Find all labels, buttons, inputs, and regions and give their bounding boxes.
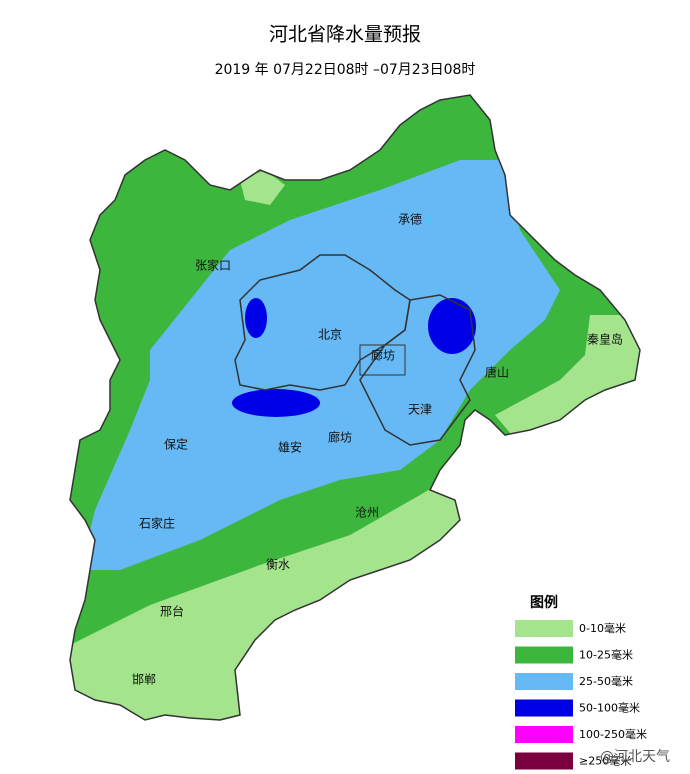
city-label: 石家庄 <box>139 516 175 531</box>
legend-label: 25-50毫米 <box>579 674 633 688</box>
city-label: 唐山 <box>485 365 509 380</box>
city-label: 邯郸 <box>132 672 156 687</box>
legend-swatch <box>515 620 573 637</box>
legend-swatch <box>515 646 573 664</box>
city-label: 邢台 <box>160 604 184 619</box>
area <box>240 170 285 205</box>
legend-swatch <box>515 699 573 717</box>
city-label: 秦皇岛 <box>587 332 623 347</box>
city-label: 衡水 <box>266 558 290 572</box>
city-label: 承德 <box>398 212 422 227</box>
city-label: 廊坊 <box>371 348 395 363</box>
subtitle: 2019 年 07月22日08时 –07月23日08时 <box>215 62 476 78</box>
legend-swatch <box>515 752 573 770</box>
langfang-box <box>359 344 406 376</box>
area <box>232 389 320 417</box>
watermark: @河北天气 <box>600 749 670 765</box>
city-label: 沧州 <box>355 505 379 520</box>
title: 河北省降水量预报 <box>269 24 421 46</box>
tianjin-outline <box>359 294 476 446</box>
legend-label: 100-250毫米 <box>579 727 647 741</box>
city-label: 天津 <box>408 403 432 417</box>
city-label: 张家口 <box>195 258 231 273</box>
legend-label: 0-10毫米 <box>579 621 626 635</box>
legend-swatch <box>515 726 573 743</box>
city-label: 保定 <box>164 437 188 452</box>
city-label: 北京 <box>318 328 342 342</box>
legend: 图例 0-10毫米 10-25毫米 25-50毫米 50-100毫米 100-250毫米… <box>515 594 647 770</box>
legend-label: 50-100毫米 <box>579 701 640 715</box>
area <box>428 298 476 354</box>
city-label: 廊坊 <box>328 430 352 445</box>
legend-swatch <box>515 673 573 690</box>
area <box>80 160 560 570</box>
city-label: 雄安 <box>278 440 302 455</box>
legend-label: 10-25毫米 <box>579 648 633 662</box>
area <box>245 298 267 338</box>
legend-title: 图例 <box>530 594 558 611</box>
legend-label: ≥250毫米 <box>579 754 631 768</box>
